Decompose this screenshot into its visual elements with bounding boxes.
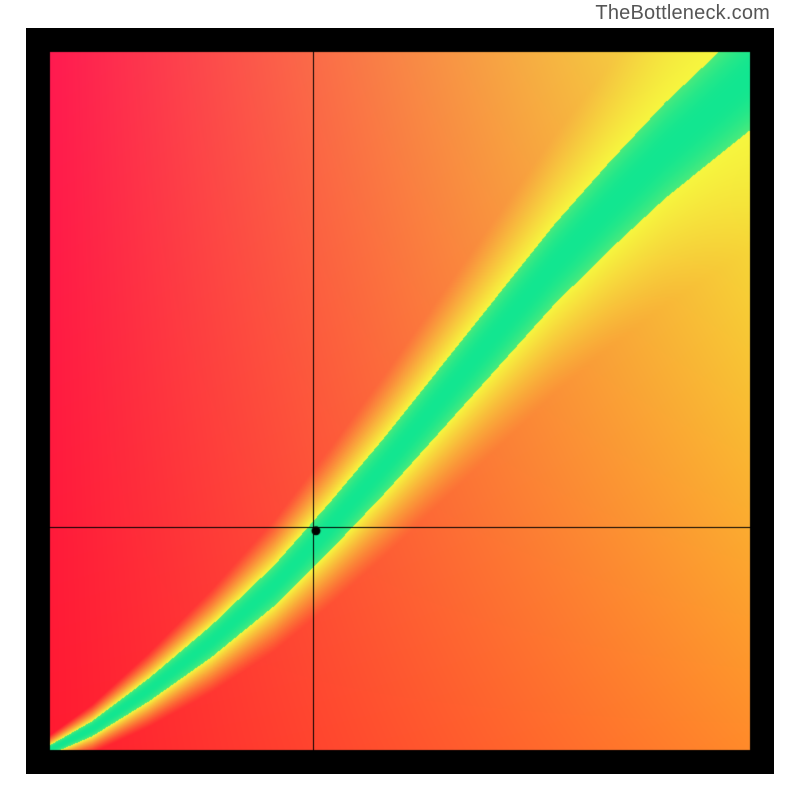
chart-container: [26, 28, 774, 774]
watermark-text: TheBottleneck.com: [595, 2, 770, 25]
heatmap-canvas: [26, 28, 774, 774]
